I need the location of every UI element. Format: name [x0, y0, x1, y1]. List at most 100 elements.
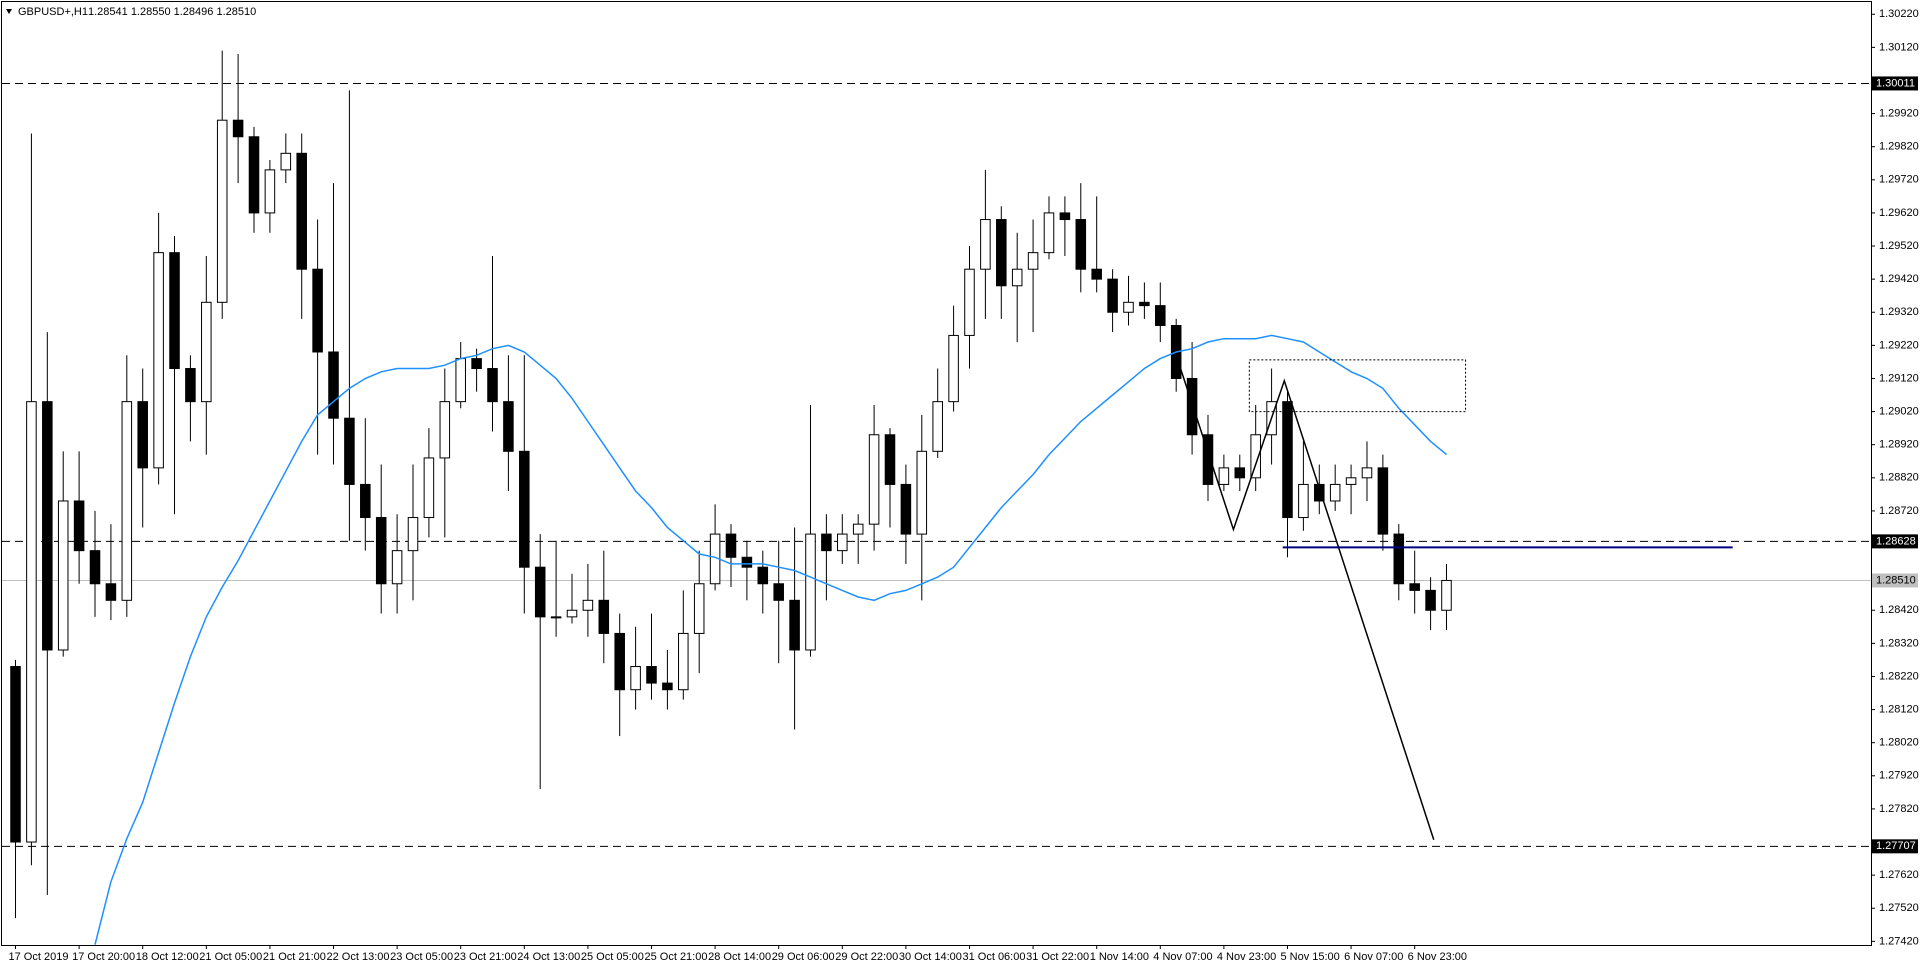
- candle-body: [550, 616, 562, 619]
- candle-body: [1059, 212, 1071, 221]
- x-tick-label: 24 Oct 13:00: [517, 951, 580, 963]
- y-tick-label: 1.27620: [1879, 869, 1919, 881]
- y-tick-label: 1.30120: [1879, 41, 1919, 53]
- y-tick-label: 1.29120: [1879, 372, 1919, 384]
- candle-body: [1186, 377, 1198, 436]
- candle-body: [821, 533, 832, 552]
- x-tick-label: 18 Oct 12:00: [136, 951, 199, 963]
- candle-body: [1282, 401, 1293, 519]
- candle-body: [646, 666, 657, 684]
- y-tick-label: 1.29820: [1879, 141, 1919, 153]
- zone-box: [1248, 359, 1467, 413]
- candle-body: [757, 566, 769, 585]
- candle-body: [216, 119, 228, 303]
- candle-body: [534, 566, 546, 618]
- candle-body: [614, 632, 625, 691]
- candle-body: [916, 450, 928, 535]
- x-tick-label: 5 Nov 15:00: [1280, 951, 1339, 963]
- y-tick-label: 1.28220: [1879, 670, 1919, 682]
- candle-body: [932, 401, 943, 452]
- y-tick-label: 1.27920: [1879, 770, 1919, 782]
- candle-body: [630, 666, 641, 691]
- candle-body: [328, 351, 339, 419]
- candle-body: [248, 136, 260, 214]
- candle-body: [105, 583, 117, 601]
- candle-body: [280, 152, 292, 171]
- candle-body: [57, 500, 69, 651]
- x-tick-label: 31 Oct 06:00: [962, 951, 1025, 963]
- candle-body: [1027, 252, 1039, 270]
- candle-body: [1377, 467, 1389, 535]
- candle-body: [264, 169, 276, 214]
- y-tick-label: 1.27420: [1879, 935, 1919, 947]
- bid-tag: [1872, 573, 1918, 588]
- candle-body: [232, 119, 244, 138]
- y-tick-label: 1.29420: [1879, 273, 1919, 285]
- candle-body: [1043, 212, 1055, 254]
- x-tick-label: 23 Oct 21:00: [454, 951, 517, 963]
- level-label: 1.28628: [1876, 535, 1916, 547]
- candle-body: [693, 583, 705, 634]
- x-tick-label: 28 Oct 14:00: [708, 951, 771, 963]
- x-tick-label: 30 Oct 14:00: [899, 951, 962, 963]
- candle-body: [805, 533, 816, 651]
- y-tick-label: 1.30220: [1879, 8, 1919, 20]
- candle-body: [1345, 477, 1357, 485]
- candle-body: [1393, 533, 1405, 585]
- x-tick-label: 31 Oct 22:00: [1026, 951, 1089, 963]
- candle-body: [1234, 467, 1246, 479]
- candle-body: [566, 609, 578, 618]
- candle-body: [789, 599, 800, 651]
- candle-body: [900, 483, 912, 535]
- candle-body: [439, 401, 451, 459]
- plot: [2, 50, 1871, 945]
- candle-body: [360, 483, 371, 519]
- y-tick-label: 1.29220: [1879, 339, 1919, 351]
- x-tick-label: 22 Oct 13:00: [327, 951, 390, 963]
- plot-frame: [1, 1, 1872, 946]
- y-tick-label: 1.29320: [1879, 306, 1919, 318]
- menu-arrow[interactable]: [6, 9, 12, 14]
- candle-body: [964, 268, 975, 336]
- candle-body: [741, 556, 753, 568]
- candle-body: [996, 219, 1007, 287]
- candle-body: [153, 252, 164, 469]
- candle-body: [407, 517, 419, 552]
- candle-body: [1091, 268, 1102, 280]
- y-tick-label: 1.28820: [1879, 472, 1919, 484]
- candle-body: [296, 152, 307, 270]
- x-tick-label: 21 Oct 05:00: [199, 951, 262, 963]
- candle-body: [503, 401, 514, 452]
- candle-body: [344, 417, 355, 485]
- candle-body: [1075, 219, 1087, 270]
- candle-body: [1155, 305, 1166, 326]
- candle-body: [10, 666, 21, 843]
- symbol: GBPUSD+,H1: [18, 6, 88, 18]
- candle-body: [1409, 583, 1420, 591]
- ohlc-header: 1.28541 1.28550 1.28496 1.28510: [88, 6, 256, 18]
- candle-body: [519, 450, 530, 568]
- candle-body: [1011, 268, 1023, 287]
- level-tag: [1872, 534, 1918, 549]
- moving-average: [94, 334, 1447, 945]
- candle-body: [1329, 483, 1341, 502]
- candle-body: [1298, 483, 1309, 519]
- x-tick-label: 4 Nov 23:00: [1217, 951, 1276, 963]
- y-tick-label: 1.28420: [1879, 604, 1919, 616]
- level-tag: [1872, 76, 1918, 91]
- candle-body: [725, 533, 737, 558]
- y-tick-label: 1.28020: [1879, 737, 1919, 749]
- x-tick-label: 23 Oct 05:00: [390, 951, 453, 963]
- candle-body: [773, 583, 784, 601]
- x-tick-label: 29 Oct 22:00: [835, 951, 898, 963]
- y-tick-label: 1.28920: [1879, 439, 1919, 451]
- x-tick-label: 4 Nov 07:00: [1153, 951, 1212, 963]
- level-label: 1.30011: [1876, 77, 1915, 89]
- candle-body: [837, 533, 848, 552]
- x-tick-label: 21 Oct 21:00: [263, 951, 326, 963]
- level-label: 1.27707: [1876, 840, 1916, 852]
- y-tick-label: 1.27820: [1879, 803, 1919, 815]
- x-tick-label: 17 Oct 2019: [9, 951, 69, 963]
